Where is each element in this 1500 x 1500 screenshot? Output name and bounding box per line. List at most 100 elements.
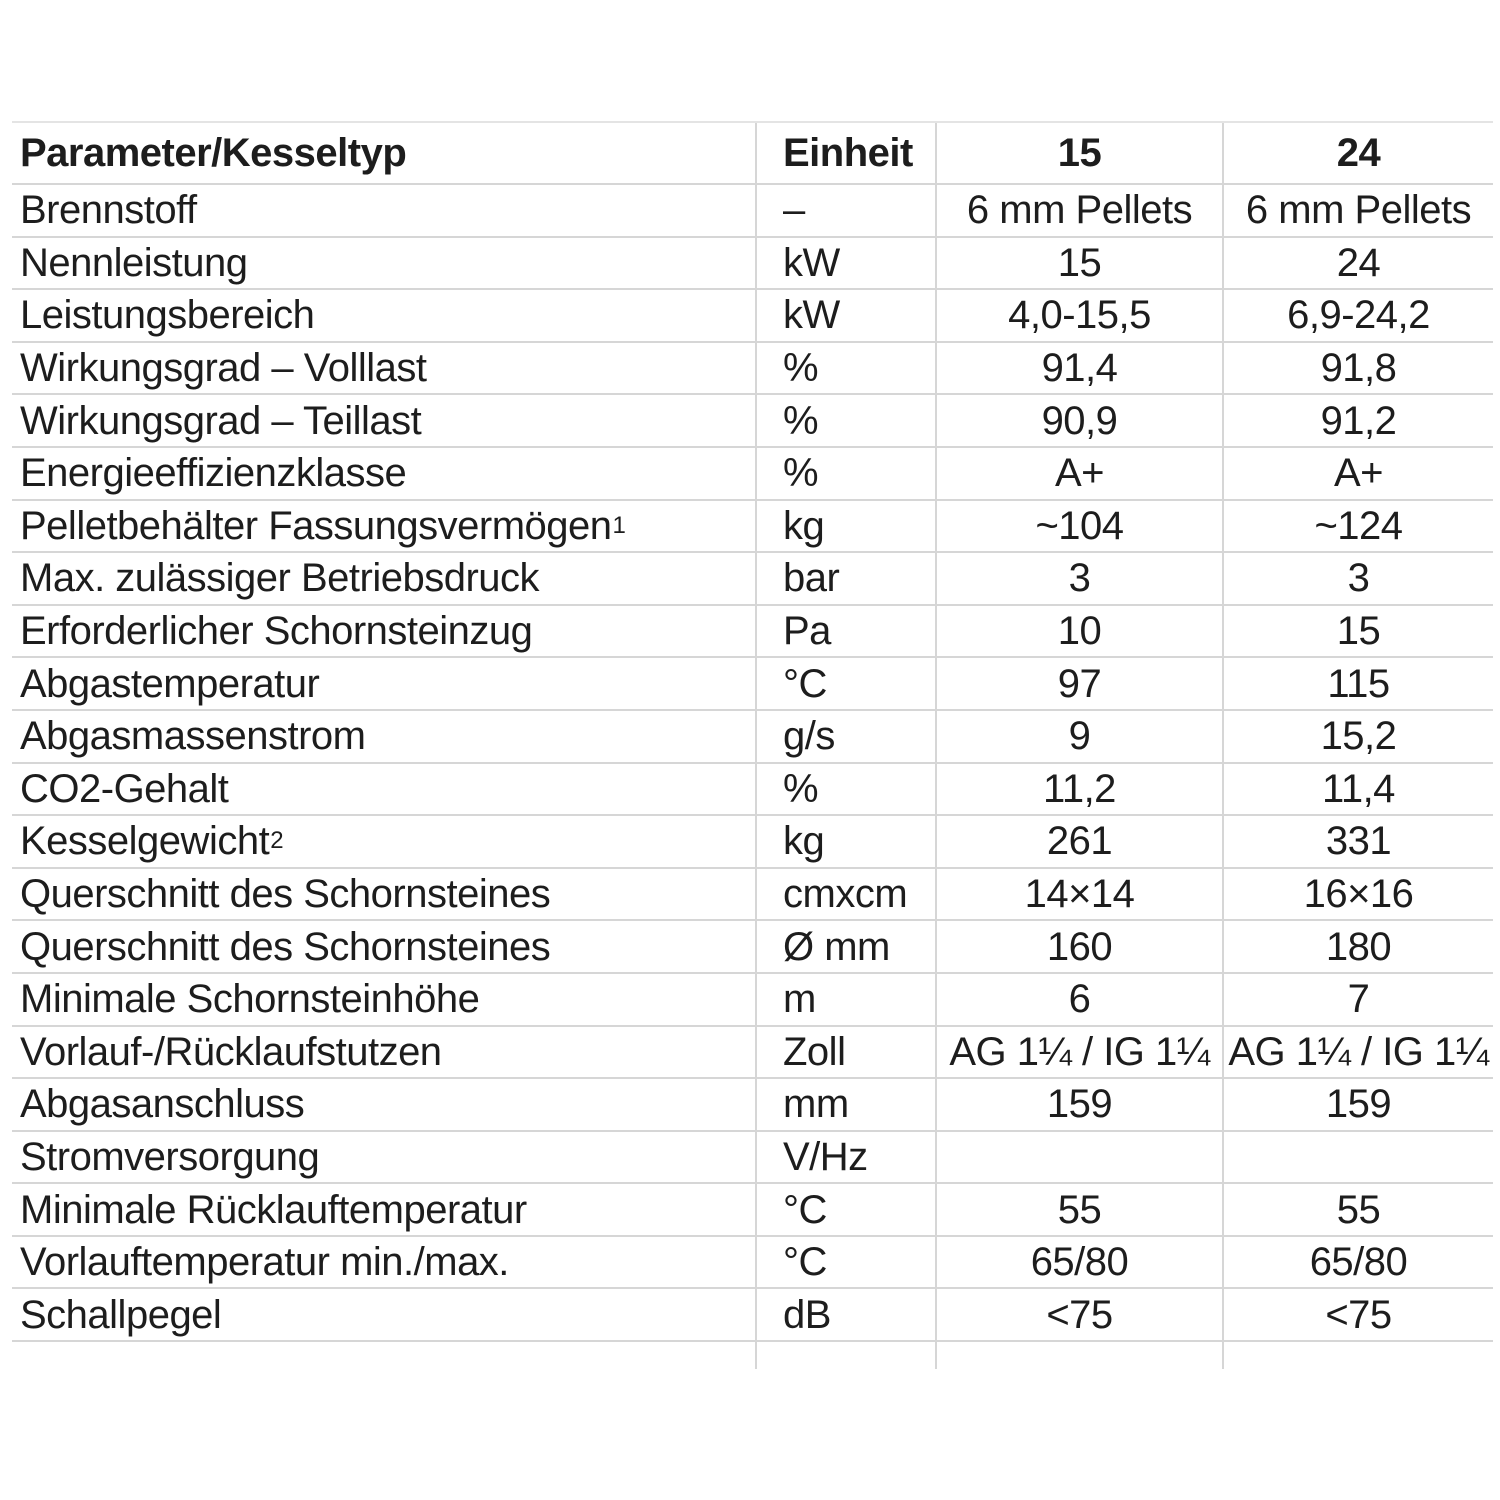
param-label: Minimale Schornsteinhöhe bbox=[20, 977, 480, 1022]
value-cell-15: 11,2 bbox=[935, 763, 1222, 815]
table-row: Wirkungsgrad – Volllast % 91,4 91,8 bbox=[12, 342, 1493, 396]
param-label: Schallpegel bbox=[20, 1292, 222, 1337]
table-row: Abgasmassenstrom g/s 9 15,2 bbox=[12, 710, 1493, 764]
param-cell: Minimale Rücklauftemperatur bbox=[12, 1184, 755, 1235]
header-unit-label: Einheit bbox=[755, 123, 935, 183]
header-model-24-label: 24 bbox=[1222, 123, 1493, 183]
value-cell-15: 261 bbox=[935, 816, 1222, 867]
unit-cell: °C bbox=[755, 1184, 935, 1235]
value-cell-24: 159 bbox=[1222, 1079, 1493, 1130]
table-row: Pelletbehälter Fassungsvermögen 1 kg ~104… bbox=[12, 500, 1493, 554]
value-cell-15: A+ bbox=[935, 447, 1222, 499]
unit-cell: kW bbox=[755, 237, 935, 289]
value-cell-15: 90,9 bbox=[935, 395, 1222, 446]
value-cell-15: 159 bbox=[935, 1079, 1222, 1130]
table-row: Stromversorgung V/Hz bbox=[12, 1131, 1493, 1185]
param-label: Pelletbehälter Fassungsvermögen bbox=[20, 503, 612, 548]
param-cell: Abgasanschluss bbox=[12, 1079, 755, 1130]
table-row: Minimale Schornsteinhöhe m 6 7 bbox=[12, 973, 1493, 1027]
unit-cell: Ø mm bbox=[755, 921, 935, 972]
value-cell-24: 91,2 bbox=[1222, 395, 1493, 446]
table-row: Max. zulässiger Betriebsdruck bar 3 3 bbox=[12, 553, 1493, 606]
unit-cell: g/s bbox=[755, 710, 935, 762]
unit-cell: Pa bbox=[755, 605, 935, 657]
param-label: Abgasmassenstrom bbox=[20, 714, 366, 759]
unit-cell: % bbox=[755, 395, 935, 446]
unit-cell: V/Hz bbox=[755, 1131, 935, 1183]
value-cell-24: 55 bbox=[1222, 1184, 1493, 1235]
param-cell: Vorlauftemperatur min./max. bbox=[12, 1237, 755, 1288]
unit-cell: % bbox=[755, 342, 935, 394]
table-row: Querschnitt des Schornsteines Ø mm 160 1… bbox=[12, 921, 1493, 974]
unit-cell: °C bbox=[755, 1236, 935, 1288]
table-row: Abgasanschluss mm 159 159 bbox=[12, 1079, 1493, 1132]
param-label: Energieeffizienzklasse bbox=[20, 451, 407, 496]
value-cell-24: 24 bbox=[1222, 237, 1493, 289]
param-cell: Abgasmassenstrom bbox=[12, 711, 755, 762]
value-cell-15: <75 bbox=[935, 1289, 1222, 1341]
value-cell-15: 91,4 bbox=[935, 342, 1222, 394]
param-cell: Pelletbehälter Fassungsvermögen 1 bbox=[20, 503, 626, 548]
value-cell-15: 6 mm Pellets bbox=[935, 185, 1222, 236]
value-cell-15: 15 bbox=[935, 237, 1222, 289]
table-row: Vorlauftemperatur min./max. °C 65/80 65/… bbox=[12, 1236, 1493, 1290]
param-label: Stromversorgung bbox=[20, 1134, 320, 1179]
value-cell-15: 10 bbox=[935, 605, 1222, 657]
empty-value-cell-24 bbox=[1222, 1342, 1493, 1370]
param-cell: Kesselgewicht 2 bbox=[20, 819, 284, 864]
param-label: Querschnitt des Schornsteines bbox=[20, 872, 551, 917]
table-row: Energieeffizienzklasse % A+ A+ bbox=[12, 447, 1493, 501]
value-cell-24: 331 bbox=[1222, 816, 1493, 867]
param-label: Nennleistung bbox=[20, 240, 248, 285]
param-label: CO2-Gehalt bbox=[20, 766, 229, 811]
value-cell-24: 65/80 bbox=[1222, 1236, 1493, 1288]
value-cell-24: 180 bbox=[1222, 921, 1493, 972]
value-cell-24: 7 bbox=[1222, 973, 1493, 1025]
unit-cell: m bbox=[755, 973, 935, 1025]
param-cell: Max. zulässiger Betriebsdruck bbox=[12, 553, 755, 604]
empty-value-cell-15 bbox=[935, 1342, 1222, 1370]
unit-cell: bar bbox=[755, 553, 935, 604]
table-row: Leistungsbereich kW 4,0-15,5 6,9-24,2 bbox=[12, 290, 1493, 343]
unit-cell: – bbox=[755, 185, 935, 236]
unit-cell: cmxcm bbox=[755, 868, 935, 920]
param-cell: Minimale Schornsteinhöhe bbox=[12, 974, 755, 1025]
param-label: Vorlauftemperatur min./max. bbox=[20, 1240, 509, 1285]
value-cell-24: 115 bbox=[1222, 658, 1493, 709]
value-cell-24: ~124 bbox=[1222, 500, 1493, 552]
value-cell-24: <75 bbox=[1222, 1289, 1493, 1341]
value-cell-24: 16×16 bbox=[1222, 868, 1493, 920]
value-cell-24: 15 bbox=[1222, 605, 1493, 657]
param-cell: CO2-Gehalt bbox=[12, 764, 755, 815]
param-label: Minimale Rücklauftemperatur bbox=[20, 1187, 527, 1232]
table-row: Brennstoff – 6 mm Pellets 6 mm Pellets bbox=[12, 185, 1493, 238]
unit-cell: kg bbox=[755, 816, 935, 867]
param-label: Wirkungsgrad – Teillast bbox=[20, 398, 422, 443]
spec-table: Parameter/Kesseltyp Einheit 15 24 Brenns… bbox=[12, 121, 1493, 1370]
value-cell-15: 14×14 bbox=[935, 868, 1222, 920]
value-cell-24: AG 1¼ / IG 1¼ bbox=[1222, 1026, 1493, 1078]
param-cell: Querschnitt des Schornsteines bbox=[12, 869, 755, 920]
value-cell-15: AG 1¼ / IG 1¼ bbox=[935, 1026, 1222, 1078]
param-cell: Stromversorgung bbox=[12, 1132, 755, 1183]
spec-table-body: Brennstoff – 6 mm Pellets 6 mm Pellets N… bbox=[12, 185, 1493, 1343]
empty-unit-cell bbox=[755, 1342, 935, 1370]
value-cell-24: 6,9-24,2 bbox=[1222, 290, 1493, 341]
param-label: Kesselgewicht bbox=[20, 819, 270, 864]
param-cell: Energieeffizienzklasse bbox=[12, 448, 755, 499]
empty-param-cell bbox=[12, 1342, 755, 1369]
table-row: Kesselgewicht 2 kg 261 331 bbox=[12, 816, 1493, 869]
param-label: Querschnitt des Schornsteines bbox=[20, 924, 551, 969]
param-cell: Leistungsbereich bbox=[12, 290, 755, 341]
param-label: Erforderlicher Schornsteinzug bbox=[20, 609, 533, 654]
value-cell-24: 11,4 bbox=[1222, 763, 1493, 815]
param-cell: Erforderlicher Schornsteinzug bbox=[12, 606, 755, 657]
table-row: Schallpegel dB <75 <75 bbox=[12, 1289, 1493, 1343]
value-cell-24: 15,2 bbox=[1222, 710, 1493, 762]
value-cell-24: A+ bbox=[1222, 447, 1493, 499]
table-row: CO2-Gehalt % 11,2 11,4 bbox=[12, 763, 1493, 817]
value-cell-15: 65/80 bbox=[935, 1236, 1222, 1288]
value-cell-24: 91,8 bbox=[1222, 342, 1493, 394]
table-row: Erforderlicher Schornsteinzug Pa 10 15 bbox=[12, 605, 1493, 659]
value-cell-15: 9 bbox=[935, 710, 1222, 762]
